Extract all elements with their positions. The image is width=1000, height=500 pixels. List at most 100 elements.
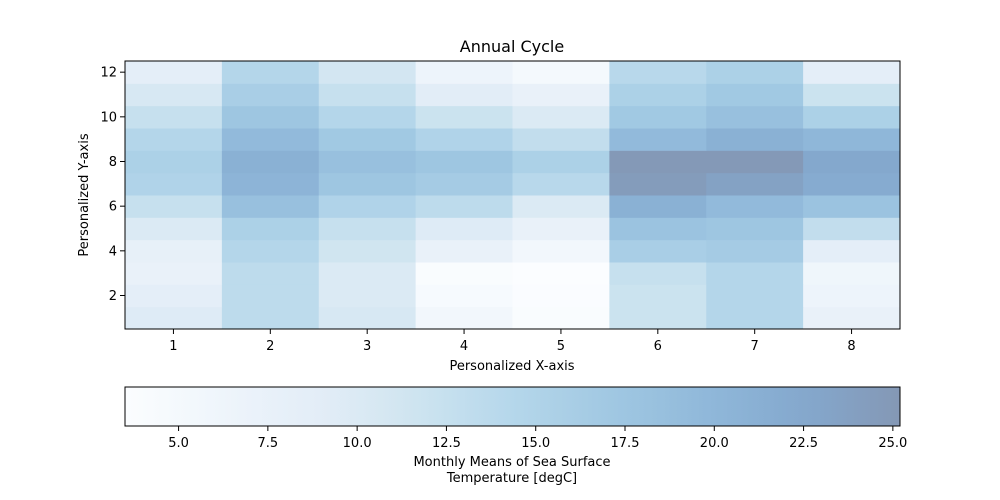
heatmap-cell — [609, 61, 707, 84]
heatmap-cell — [803, 217, 901, 241]
colorbar-tick-label: 10.0 — [343, 436, 372, 451]
heatmap-cell — [706, 172, 804, 196]
heatmap-cell — [415, 239, 513, 263]
heatmap-cell — [318, 83, 417, 107]
x-axis-label: Personalized X-axis — [449, 359, 574, 374]
chart-title: Annual Cycle — [460, 37, 564, 56]
x-tick-label: 6 — [654, 339, 662, 354]
heatmap-cell — [803, 262, 901, 285]
heatmap-cell — [706, 150, 804, 174]
colorbar-tick-label: 15.0 — [521, 436, 550, 451]
y-tick-label: 6 — [109, 200, 117, 215]
heatmap-cell — [221, 217, 320, 241]
colorbar-gradient — [125, 387, 900, 426]
colorbar-label-line2: Temperature [degC] — [446, 471, 577, 486]
heatmap-cell — [706, 284, 804, 308]
heatmap-cell — [706, 262, 804, 285]
heatmap-cell — [512, 217, 610, 241]
heatmap-cell — [415, 83, 513, 107]
heatmap-cell — [609, 83, 707, 107]
heatmap-cell — [318, 217, 417, 241]
heatmap-cell — [415, 284, 513, 308]
heatmap-cell — [318, 239, 417, 263]
heatmap-cell — [706, 306, 804, 330]
heatmap-cell — [125, 105, 223, 129]
heatmap-cell — [221, 150, 320, 174]
heatmap-cell — [125, 172, 223, 196]
heatmap-cell — [415, 61, 513, 84]
heatmap-cell — [803, 284, 901, 308]
heatmap-cell — [221, 83, 320, 107]
heatmap-cell — [609, 128, 707, 151]
x-tick-label: 1 — [169, 339, 177, 354]
heatmap-cell — [318, 262, 417, 285]
heatmap-cell — [125, 195, 223, 218]
x-tick-label: 8 — [847, 339, 855, 354]
heatmap-cell — [318, 128, 417, 151]
heatmap-cell — [318, 61, 417, 84]
heatmap-cell — [415, 172, 513, 196]
heatmap-cell — [221, 61, 320, 84]
colorbar-tick-label: 22.5 — [789, 436, 818, 451]
colorbar-tick-label: 17.5 — [611, 436, 640, 451]
heatmap-cell — [609, 262, 707, 285]
heatmap-cell — [706, 128, 804, 151]
heatmap-cell — [415, 217, 513, 241]
heatmap-cell — [512, 83, 610, 107]
x-axis-ticks: 1 2 3 4 5 6 7 8 — [169, 329, 856, 354]
heatmap-cell — [415, 195, 513, 218]
heatmap-cell — [221, 284, 320, 308]
heatmap-cell — [803, 61, 901, 84]
heatmap-cell — [609, 150, 707, 174]
x-tick-label: 4 — [460, 339, 468, 354]
plot-frame — [124, 60, 901, 330]
x-tick-label: 2 — [266, 339, 274, 354]
heatmap-cell — [512, 262, 610, 285]
y-tick-label: 12 — [100, 66, 117, 81]
heatmap-cell — [318, 195, 417, 218]
heatmap-cell — [609, 172, 707, 196]
y-tick-label: 2 — [109, 289, 117, 304]
heatmap-cell — [803, 172, 901, 196]
heatmap-cell — [125, 83, 223, 107]
heatmap-cell — [318, 284, 417, 308]
heatmap-cell — [318, 172, 417, 196]
colorbar-tick-label: 7.5 — [258, 436, 279, 451]
heatmap-cells — [125, 61, 901, 330]
x-tick-label: 5 — [557, 339, 565, 354]
heatmap-cell — [803, 150, 901, 174]
colorbar-tick-label: 25.0 — [878, 436, 907, 451]
heatmap-cell — [221, 239, 320, 263]
heatmap-cell — [512, 105, 610, 129]
heatmap-cell — [803, 105, 901, 129]
heatmap-cell — [125, 61, 223, 84]
heatmap-cell — [318, 105, 417, 129]
heatmap-cell — [706, 105, 804, 129]
heatmap-cell — [125, 284, 223, 308]
heatmap-cell — [125, 262, 223, 285]
y-tick-label: 10 — [100, 110, 117, 125]
heatmap-cell — [706, 83, 804, 107]
heatmap-cell — [512, 239, 610, 263]
heatmap-cell — [221, 128, 320, 151]
heatmap-cell — [609, 306, 707, 330]
heatmap-cell — [221, 306, 320, 330]
heatmap-cell — [609, 217, 707, 241]
heatmap-cell — [803, 83, 901, 107]
heatmap-cell — [125, 306, 223, 330]
heatmap-cell — [512, 128, 610, 151]
heatmap-cell — [803, 306, 901, 330]
heatmap-cell — [512, 284, 610, 308]
colorbar-ticks: 5.0 7.5 10.0 12.5 15.0 17.5 20.0 22.5 25.0 — [168, 426, 907, 451]
heatmap-cell — [706, 239, 804, 263]
x-tick-label: 7 — [751, 339, 759, 354]
heatmap-cell — [803, 128, 901, 151]
heatmap-cell — [609, 105, 707, 129]
heatmap-cell — [512, 195, 610, 218]
heatmap-cell — [706, 195, 804, 218]
heatmap-cell — [803, 239, 901, 263]
heatmap-cell — [221, 172, 320, 196]
heatmap-cell — [609, 195, 707, 218]
heatmap-cell — [609, 284, 707, 308]
